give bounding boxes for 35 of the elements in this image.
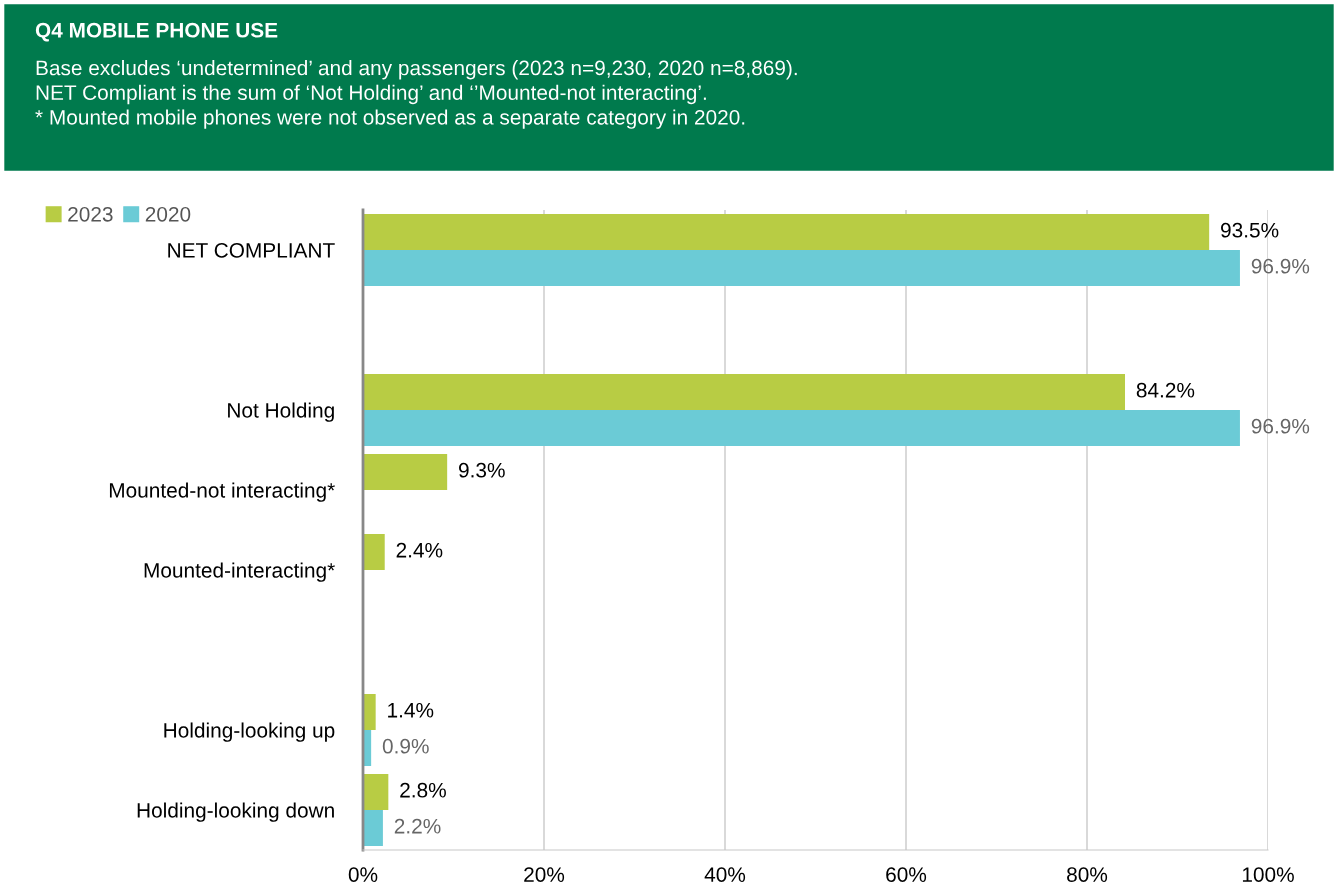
x-tick-label: 20% xyxy=(524,867,565,882)
data-label: 1.4% xyxy=(388,702,434,718)
bar xyxy=(363,410,1240,446)
data-label: 96.9% xyxy=(1251,258,1310,274)
bar xyxy=(363,534,385,570)
y-tick-label: NET COMPLIANT xyxy=(168,243,335,258)
bar xyxy=(363,214,1210,250)
data-label: 2.8% xyxy=(400,782,446,798)
data-label: 9.3% xyxy=(459,462,505,478)
data-label: 93.5% xyxy=(1221,222,1279,238)
x-tick-label: 80% xyxy=(1067,867,1108,882)
data-label: 2.4% xyxy=(396,542,443,558)
bar xyxy=(363,454,448,490)
legend-label: 2023 xyxy=(68,206,113,222)
x-tick-label: 0% xyxy=(348,867,378,882)
y-tick-label: Mounted-not interacting* xyxy=(109,482,335,502)
x-tick-label: 60% xyxy=(886,867,927,882)
y-tick-label: Holding-looking up xyxy=(164,722,335,742)
legend-label: 2020 xyxy=(145,206,191,222)
bar xyxy=(363,694,376,730)
bar xyxy=(363,774,389,810)
chart-subtitle: Base excludes ‘undetermined’ and any passengers (2023 n=9,230, 2020 n=8,869). NET Compliant is the sum of ‘Not Holding’ and ‘’Mounted-not interacting’. * Mounted mobile phones were not observed as a separate category in 2020. xyxy=(35,60,797,129)
data-label: 96.9% xyxy=(1251,418,1310,434)
x-tick-label: 100% xyxy=(1242,867,1294,882)
text: Q4 MOBILE PHONE USE xyxy=(35,22,278,42)
data-label: 2.2% xyxy=(394,818,441,834)
bar xyxy=(363,374,1126,410)
data-label: 84.2% xyxy=(1136,382,1195,398)
data-label: 0.9% xyxy=(382,738,429,754)
x-tick-label: 40% xyxy=(704,867,746,882)
y-tick-label: Holding-looking down xyxy=(137,802,334,822)
y-tick-label: Mounted-interacting* xyxy=(144,562,335,582)
bar xyxy=(363,810,383,846)
y-tick-label: Not Holding xyxy=(228,402,334,422)
bar xyxy=(363,250,1240,286)
